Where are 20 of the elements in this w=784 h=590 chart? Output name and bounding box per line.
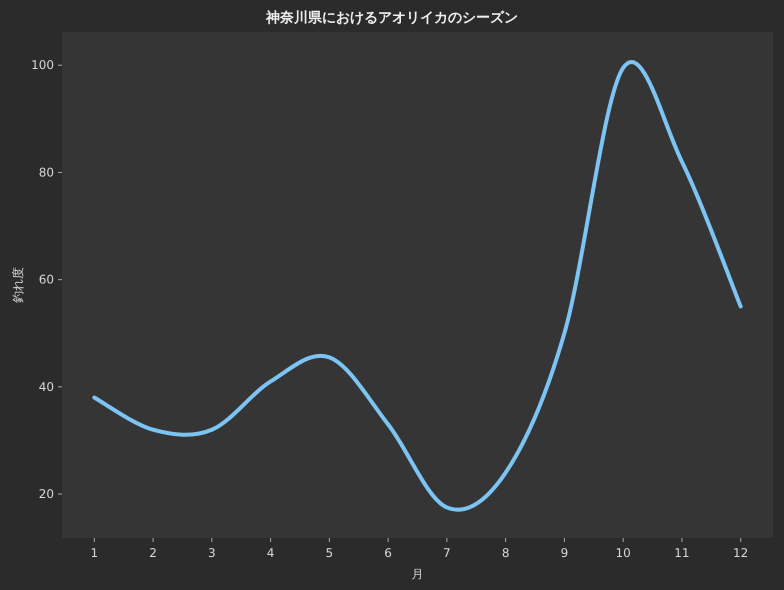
- y-tick-label: 60: [38, 272, 54, 287]
- x-tick-label: 1: [90, 546, 98, 560]
- x-tick-label: 4: [266, 546, 274, 560]
- y-axis-title: 釣れ度: [11, 267, 25, 303]
- y-tick-label: 20: [38, 487, 54, 502]
- x-tick-label: 11: [674, 546, 690, 560]
- x-tick-label: 10: [616, 546, 631, 560]
- y-tick-label: 100: [31, 58, 54, 72]
- x-tick-label: 8: [502, 546, 510, 560]
- x-tick-label: 7: [443, 546, 451, 560]
- x-tick-label: 3: [208, 546, 216, 560]
- x-tick-label: 2: [149, 546, 157, 560]
- y-tick-label: 80: [38, 165, 54, 180]
- x-tick-label: 5: [326, 546, 334, 560]
- y-tick-label: 40: [38, 380, 54, 394]
- x-tick-label: 12: [733, 546, 748, 560]
- x-tick-label: 9: [560, 546, 568, 560]
- x-tick-label: 6: [384, 546, 392, 560]
- x-axis-title: 月: [412, 567, 424, 581]
- chart-title: 神奈川県におけるアオリイカのシーズン: [265, 9, 518, 26]
